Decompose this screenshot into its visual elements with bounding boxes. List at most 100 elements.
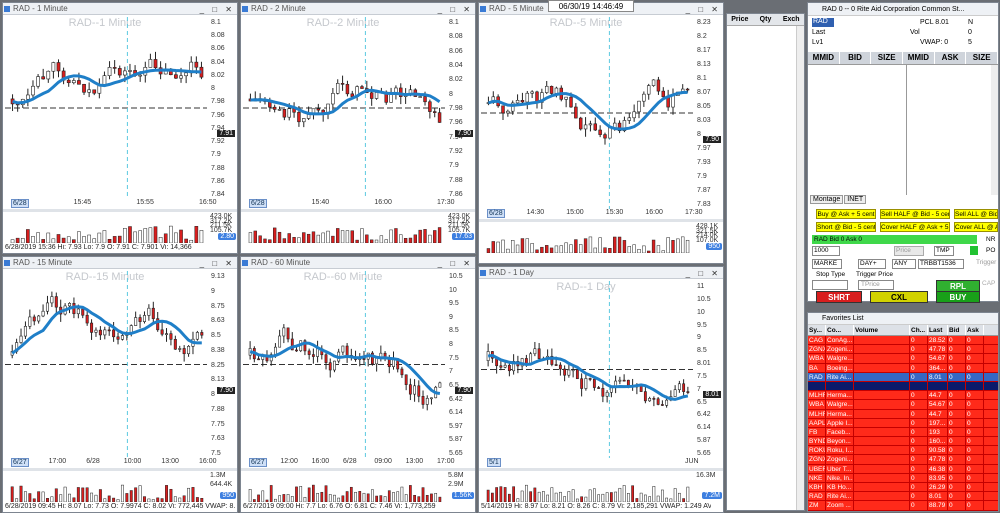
window-controls[interactable]: _ □ ✕ (199, 5, 235, 14)
favorites-list-window[interactable]: Favorites List Sy... Co... Volume Ch... Last… (807, 312, 999, 512)
window-controls[interactable]: _ □ ✕ (199, 259, 235, 268)
sell-half-button[interactable]: Sell HALF @ Bid - 5 cent (880, 209, 950, 219)
short-button[interactable]: SHRT (816, 291, 862, 303)
route-select[interactable]: TRBBT1536 (918, 259, 964, 269)
chart-titlebar[interactable]: RAD - 60 Minute _ □ ✕ (241, 257, 475, 269)
sell-all-button[interactable]: Sell ALL @ Bid - 5 (954, 209, 998, 219)
chart-titlebar[interactable]: RAD - 1 Day _ □ ✕ (479, 267, 723, 279)
tprice-input[interactable]: TPrice (858, 280, 894, 290)
last-header[interactable]: Last (928, 325, 948, 335)
symbol-input[interactable]: RAD (812, 18, 834, 27)
volume-plot[interactable] (481, 223, 695, 253)
order-type-select[interactable]: MARKE (812, 259, 842, 269)
price-plot[interactable] (481, 281, 695, 458)
chart-titlebar[interactable]: RAD - 1 Minute _ □ ✕ (3, 3, 237, 15)
pane-divider[interactable] (241, 209, 475, 212)
ask-mmid-header[interactable]: MMID (903, 52, 935, 64)
scrollbar[interactable] (796, 26, 804, 510)
company-header[interactable]: Co... (826, 325, 854, 335)
chart-titlebar[interactable]: RAD - 2 Minute _ □ ✕ (241, 3, 475, 15)
bid-size-header[interactable]: SIZE (871, 52, 904, 64)
favorites-row[interactable]: BA Boeing... 0 364... 0 0 (808, 363, 998, 373)
window-controls[interactable]: _ □ ✕ (437, 259, 473, 268)
favorites-row[interactable] (808, 381, 998, 392)
price-plot[interactable] (5, 271, 209, 458)
chart-window-c3[interactable]: RAD - 5 Minute _ □ ✕ RAD--5 Minute 8.23 8.2 8… (478, 2, 724, 264)
volume-plot[interactable] (481, 472, 695, 502)
favorites-row[interactable]: ROKU Roku, I... 0 90.58 0 0 (808, 446, 998, 456)
buy-button[interactable]: BUY (936, 291, 980, 303)
level2-montage-window[interactable]: RAD 0 -- 0 Rite Aid Corporation Common S… (807, 2, 999, 303)
buy-ask-button[interactable]: Buy @ Ask + 5 cent (816, 209, 876, 219)
window-controls[interactable]: _ □ ✕ (685, 269, 721, 278)
chart-window-c2[interactable]: RAD - 2 Minute _ □ ✕ RAD--2 Minute 8.1 8.08 8… (240, 2, 476, 254)
nr-label[interactable]: NR (986, 236, 996, 243)
cover-half-button[interactable]: Cover HALF @ Ask + 5 cent (880, 222, 950, 232)
tab-inet[interactable]: INET (844, 195, 867, 204)
chart-window-c4[interactable]: RAD - 15 Minute _ □ ✕ RAD--15 Minute 9.13 9 8… (2, 256, 238, 513)
ask-size-header[interactable]: SIZE (966, 52, 999, 64)
pane-divider[interactable] (479, 219, 723, 222)
favorites-row[interactable]: ZGNX Zogeni... 0 47.78 0 0 (808, 455, 998, 465)
pane-divider[interactable] (479, 468, 723, 471)
bid-mmid-header[interactable]: MMID (808, 52, 840, 64)
volume-plot[interactable] (5, 213, 209, 243)
tmp-button[interactable]: TMP (934, 246, 954, 256)
venue-select[interactable]: ANY (892, 259, 916, 269)
short-bid-button[interactable]: Short @ Bid - 5 cent (816, 222, 876, 232)
exch-column[interactable]: Exch (782, 16, 800, 23)
favorites-row[interactable]: WBA Walgre... 0 54.67 0 0 (808, 400, 998, 410)
favorites-row[interactable]: FB Faceb... 0 193 0 0 (808, 427, 998, 438)
volume-plot[interactable] (243, 213, 447, 243)
chart-window-c5[interactable]: RAD - 60 Minute _ □ ✕ RAD--60 Minute 10.5 10… (240, 256, 476, 513)
symbol-header[interactable]: Sy... (808, 325, 826, 335)
volume-header[interactable]: Volume (854, 325, 910, 335)
favorites-row[interactable]: UBER Uber T... 0 46.38 0 0 (808, 464, 998, 474)
volume-plot[interactable] (5, 472, 209, 502)
stop-type-select[interactable] (812, 280, 848, 290)
favorites-row[interactable]: RAD Rite Ai... 0 8.01 0 0 (808, 492, 998, 502)
cap-button[interactable]: CAP (982, 280, 996, 287)
pane-divider[interactable] (3, 209, 237, 212)
favorites-row[interactable]: AAPL Apple I... 0 197... 0 0 (808, 418, 998, 428)
bid-header[interactable]: BID (840, 52, 872, 64)
cover-all-button[interactable]: Cover ALL @ Ask + (954, 222, 998, 232)
price-plot[interactable] (481, 17, 695, 209)
price-plot[interactable] (243, 271, 447, 458)
favorites-row[interactable]: RAD Rite Ai... 0 8.01 0 0 (808, 372, 998, 382)
tab-montage[interactable]: Montage (810, 195, 844, 204)
favorites-row[interactable]: NKE Nike, In... 0 83.95 0 0 (808, 473, 998, 483)
po-label[interactable]: PO (986, 247, 996, 254)
chart-window-c6[interactable]: RAD - 1 Day _ □ ✕ RAD--1 Day 11 10.5 10 9.5 9 8.… (478, 266, 724, 513)
price-input[interactable]: Price (894, 246, 924, 256)
qty-input[interactable]: 1000 (812, 246, 840, 256)
green-toggle[interactable] (970, 246, 978, 255)
change-header[interactable]: Ch... (910, 325, 928, 335)
favorites-row[interactable]: MLHR Herma... 0 44.7 0 0 (808, 391, 998, 401)
price-plot[interactable] (243, 17, 447, 199)
book-scrollbar[interactable] (991, 65, 998, 195)
time-and-sales-window[interactable]: Price Qty Exch (726, 13, 805, 511)
price-plot[interactable] (5, 17, 209, 199)
favorites-row[interactable]: MLHR Herma... 0 44.7 0 0 (808, 409, 998, 419)
favorites-row[interactable]: ZM Zoom ... 0 88.79 0 0 (808, 501, 998, 511)
ask-header[interactable]: Ask (966, 325, 984, 335)
cancel-button[interactable]: CXL (870, 291, 928, 303)
favorites-row[interactable]: ZGNX Zogeni... 0 47.78 0 0 (808, 345, 998, 355)
pane-divider[interactable] (3, 468, 237, 471)
qty-column[interactable]: Qty (759, 16, 772, 23)
bid-header[interactable]: Bid (948, 325, 966, 335)
pane-divider[interactable] (241, 468, 475, 471)
favorites-row[interactable]: KBH KB Ho... 0 26.29 0 0 (808, 483, 998, 493)
favorites-row[interactable]: CAG ConAg... 0 28.52 0 0 (808, 336, 998, 346)
price-column[interactable]: Price (731, 16, 749, 23)
chart-titlebar[interactable]: RAD - 15 Minute _ □ ✕ (3, 257, 237, 269)
window-controls[interactable]: _ □ ✕ (685, 5, 721, 14)
tif-select[interactable]: DAY+ (858, 259, 886, 269)
chart-window-c1[interactable]: RAD - 1 Minute _ □ ✕ RAD--1 Minute 8.1 8.08 8… (2, 2, 238, 254)
trigger-button[interactable]: Trigger (976, 259, 997, 266)
favorites-row[interactable]: BYND Beyon... 0 160... 0 0 (808, 437, 998, 447)
window-controls[interactable]: _ □ ✕ (437, 5, 473, 14)
ask-header[interactable]: ASK (935, 52, 967, 64)
volume-plot[interactable] (243, 472, 447, 502)
